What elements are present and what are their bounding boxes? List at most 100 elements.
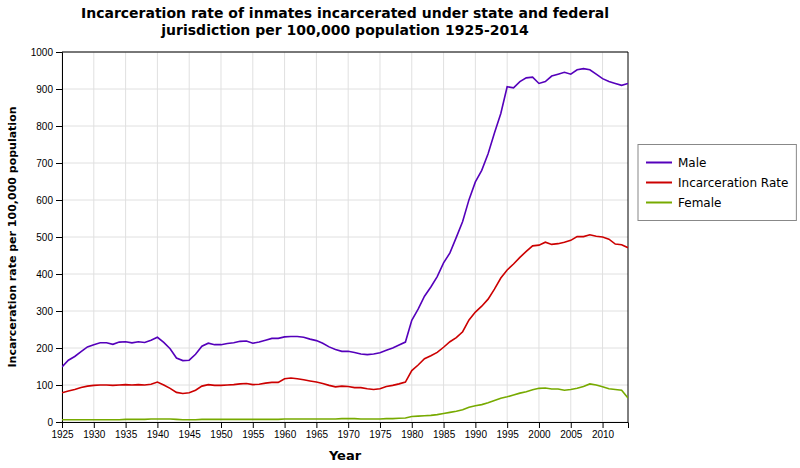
x-tick-label: 1975 [369, 429, 392, 440]
y-tick-label: 1000 [31, 47, 54, 58]
y-tick-mark [56, 274, 62, 275]
title: Incarceration rate of inmates incarcerat… [81, 5, 609, 38]
y-tick-mark [56, 237, 62, 238]
chart: 1925 1930 1935 1940 1945 1950 1955 1960 1965 1970… [0, 0, 800, 468]
y-tick: 700 [36, 158, 62, 169]
y-tick-mark [56, 200, 62, 201]
x-tick: 1965 [306, 422, 329, 440]
x-tick-label: 1990 [465, 429, 488, 440]
x-tick: 1925 [51, 422, 74, 440]
y-axis: 01002003004005006007008009001000 [31, 47, 63, 428]
x-tick: 1960 [274, 422, 297, 440]
y-tick: 300 [36, 306, 62, 317]
y-tick: 1000 [31, 47, 62, 58]
x-tick-label: 2005 [560, 429, 583, 440]
series-line [62, 235, 628, 394]
x-tick-mark [603, 422, 604, 428]
x-tick: 1990 [465, 422, 488, 440]
y-grid-line [62, 237, 628, 238]
y-tick-label: 100 [36, 380, 53, 391]
y-tick-label: 700 [36, 158, 53, 169]
x-tick-mark [126, 422, 127, 428]
x-tick-mark [539, 422, 540, 428]
plot: 1925 1930 1935 1940 1945 1950 1955 1960 1965 1970… [31, 47, 629, 440]
x-tick-label: 1995 [497, 429, 520, 440]
x-tick: 1930 [83, 422, 106, 440]
y-tick: 400 [36, 269, 62, 280]
x-tick-label: 1960 [274, 429, 297, 440]
y-tick-label: 900 [36, 84, 53, 95]
y-grid-line [62, 311, 628, 312]
legend-swatch [646, 182, 672, 184]
x-tick: 1975 [369, 422, 392, 440]
x-tick-mark [348, 422, 349, 428]
x-tick: 2000 [528, 422, 551, 440]
legend-label: Male [678, 156, 706, 170]
x-tick: 1980 [401, 422, 424, 440]
y-grid-line [62, 348, 628, 349]
plot-frame [62, 52, 628, 53]
legend-box [638, 145, 796, 221]
y-tick-label: 800 [36, 121, 53, 132]
title-line: jurisdiction per 100,000 population 1925… [160, 22, 529, 38]
x-tick-label: 1970 [338, 429, 361, 440]
plot-frame [628, 52, 629, 422]
x-tick: 1945 [179, 422, 202, 440]
x-tick-label: 2010 [592, 429, 615, 440]
x-tick-mark [571, 422, 572, 428]
x-tick: 1985 [433, 422, 456, 440]
y-grid-line [62, 163, 628, 164]
y-tick-mark [56, 163, 62, 164]
x-tick-label: 1965 [306, 429, 329, 440]
x-tick-mark [253, 422, 254, 428]
grid [62, 52, 628, 422]
x-tick: 1940 [147, 422, 170, 440]
legend-label: Female [678, 196, 721, 210]
x-tick-mark [444, 422, 445, 428]
series-line [62, 69, 628, 367]
y-axis-title: Incarceration rate per 100,000 populatio… [6, 106, 19, 367]
x-tick-label: 1940 [147, 429, 170, 440]
series-line [62, 384, 628, 420]
legend-label: Incarceration Rate [678, 176, 788, 190]
x-tick-mark [157, 422, 158, 428]
y-tick-label: 500 [36, 232, 53, 243]
y-tick-mark [56, 385, 62, 386]
y-tick-label: 0 [47, 417, 53, 428]
legend-swatch [646, 162, 672, 164]
x-tick-label: 1950 [210, 429, 233, 440]
y-tick: 500 [36, 232, 62, 243]
x-tick: 1970 [338, 422, 361, 440]
x-tick: 1955 [242, 422, 265, 440]
y-grid-line [62, 126, 628, 127]
y-tick: 0 [47, 417, 62, 428]
x-tick-mark [412, 422, 413, 428]
x-axis-title: Year [328, 448, 362, 463]
x-tick-mark [507, 422, 508, 428]
x-tick: 2010 [592, 422, 615, 440]
lines [62, 69, 628, 420]
y-tick-mark [56, 89, 62, 90]
x-tick-label: 2000 [528, 429, 551, 440]
y-tick-mark [56, 422, 62, 423]
y-grid-line [62, 89, 628, 90]
x-tick-label: 1930 [83, 429, 106, 440]
y-tick: 100 [36, 380, 62, 391]
x-tick: 1935 [115, 422, 138, 440]
x-tick-mark [475, 422, 476, 428]
y-tick-label: 200 [36, 343, 53, 354]
legend-swatch [646, 202, 672, 204]
x-tick-label: 1980 [401, 429, 424, 440]
x-axis: 1925 1930 1935 1940 1945 1950 1955 1960 1965 1970… [51, 422, 628, 440]
y-tick-mark [56, 348, 62, 349]
x-tick-mark [380, 422, 381, 428]
y-tick-mark [56, 311, 62, 312]
x-tick-mark [189, 422, 190, 428]
y-tick-label: 300 [36, 306, 53, 317]
x-tick-mark [285, 422, 286, 428]
x-tick-label: 1985 [433, 429, 456, 440]
title-line: Incarceration rate of inmates incarcerat… [81, 5, 609, 21]
y-tick-label: 400 [36, 269, 53, 280]
y-tick: 200 [36, 343, 62, 354]
y-grid-line [62, 52, 628, 53]
